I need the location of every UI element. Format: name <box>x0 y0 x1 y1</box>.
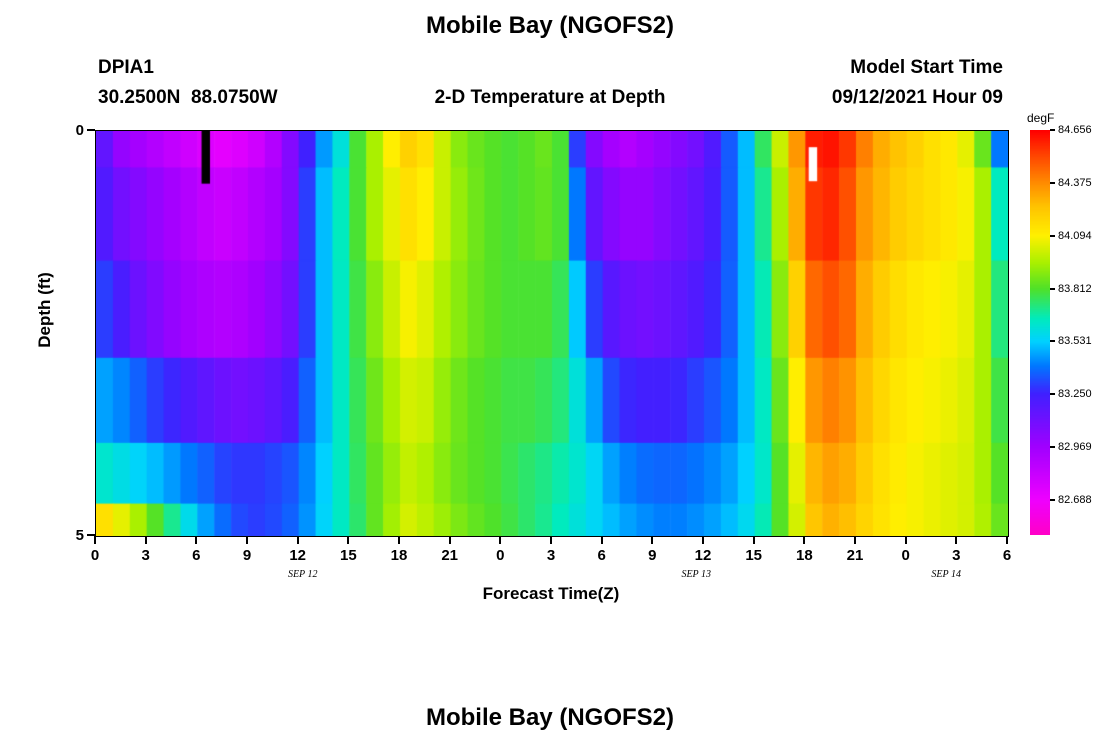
colorbar-tick-label: 83.531 <box>1058 335 1092 348</box>
colorbar-tick <box>1050 287 1055 290</box>
colorbar-tick-label: 84.656 <box>1058 124 1092 136</box>
x-axis-tick <box>651 536 654 544</box>
colorbar-tick-label: 82.688 <box>1058 493 1092 506</box>
x-tick-label: 0 <box>90 547 100 564</box>
x-axis-tick <box>550 536 552 544</box>
x-tick-label: 6 <box>1002 547 1012 564</box>
colorbar-tick <box>1050 498 1055 501</box>
colorbar-tick-label: 82.969 <box>1058 440 1092 453</box>
x-tick-label: 3 <box>546 547 556 564</box>
x-axis-tick <box>702 536 704 544</box>
heatmap-canvas <box>96 131 1008 536</box>
colorbar-tick <box>1050 129 1055 131</box>
x-tick-label: 0 <box>496 547 505 564</box>
x-tick-label: 15 <box>745 547 762 564</box>
x-tick-label: 18 <box>390 547 408 564</box>
second-page-title: Mobile Bay (NGOFS2) <box>425 704 675 731</box>
x-tick-label: 6 <box>597 547 606 564</box>
x-axis-tick <box>854 536 856 544</box>
x-axis-title: Forecast Time(Z) <box>482 584 620 603</box>
x-axis-tick <box>1006 536 1008 544</box>
x-axis-tick <box>144 536 147 544</box>
x-date-label: SEP 12 <box>287 569 318 580</box>
x-axis-tick <box>347 536 350 544</box>
x-date-label: SEP 13 <box>681 569 711 580</box>
colorbar-units-label: degF <box>1027 111 1055 125</box>
colorbar-tick <box>1050 445 1055 448</box>
x-axis-tick <box>904 536 907 544</box>
y-tick-label: 0 <box>75 122 84 139</box>
colorbar-tick-label: 83.812 <box>1058 282 1092 295</box>
colorbar-tick <box>1050 234 1055 237</box>
colorbar-tick <box>1050 393 1055 396</box>
station-coordinates: 30.2500N 88.0750W <box>98 87 278 108</box>
x-axis-tick <box>296 536 299 544</box>
heatmap-plot-area <box>95 130 1009 537</box>
x-axis-tick <box>752 536 755 544</box>
x-axis-tick <box>195 536 198 544</box>
colorbar-tick-label: 84.094 <box>1058 229 1092 242</box>
x-axis-tick <box>448 536 451 544</box>
y-axis-tick <box>87 534 95 536</box>
x-axis-tick <box>94 536 96 544</box>
colorbar <box>1030 130 1050 535</box>
x-tick-label: 21 <box>846 547 864 564</box>
colorbar-tick-label: 84.375 <box>1058 176 1092 189</box>
x-axis-tick <box>246 536 248 544</box>
model-start-time-value: 09/12/2021 Hour 09 <box>831 87 1003 108</box>
x-axis-tick <box>398 536 400 544</box>
x-axis-tick <box>955 536 958 544</box>
x-tick-label: 6 <box>192 547 201 564</box>
colorbar-tick <box>1050 340 1055 343</box>
model-start-time-label: Model Start Time <box>850 57 1003 78</box>
x-axis-tick <box>600 536 603 544</box>
y-tick-label: 5 <box>75 527 84 544</box>
x-axis-tick <box>499 536 502 544</box>
x-tick-label: 21 <box>441 547 458 564</box>
x-axis-tick <box>803 536 806 544</box>
colorbar-tick-label: 83.250 <box>1058 388 1092 401</box>
x-tick-label: 9 <box>648 547 657 564</box>
x-tick-label: 3 <box>952 547 961 564</box>
y-axis-tick <box>87 129 95 131</box>
x-tick-label: 12 <box>289 547 306 564</box>
colorbar-tick <box>1050 181 1055 184</box>
x-date-label: SEP 14 <box>931 569 961 580</box>
x-tick-label: 12 <box>694 547 712 564</box>
x-tick-label: 15 <box>339 547 357 564</box>
x-tick-label: 3 <box>141 547 150 564</box>
page-title: Mobile Bay (NGOFS2) <box>425 12 675 39</box>
y-axis-title: Depth (ft) <box>35 272 54 348</box>
x-tick-label: 9 <box>242 547 252 564</box>
x-tick-label: 0 <box>901 547 910 564</box>
x-tick-label: 18 <box>795 547 813 564</box>
station-id: DPIA1 <box>98 57 154 78</box>
plot-subtitle: 2-D Temperature at Depth <box>434 87 666 108</box>
